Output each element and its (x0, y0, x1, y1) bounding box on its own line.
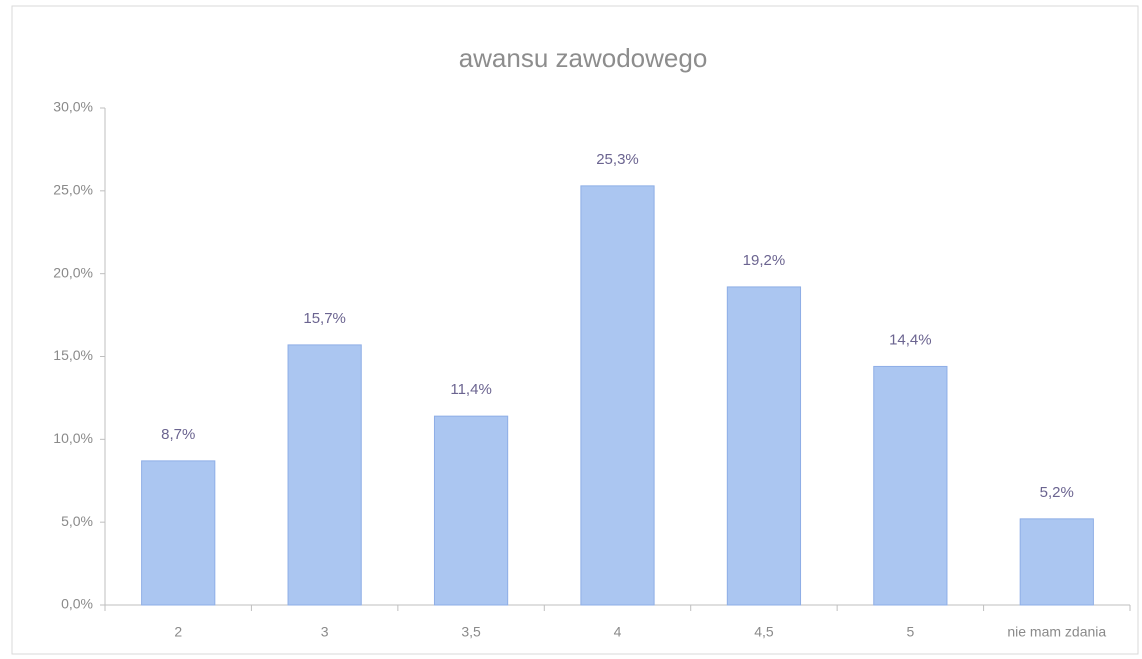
data-label: 5,2% (1040, 484, 1074, 501)
bar (433, 415, 509, 606)
y-tick-label: 5,0% (61, 513, 93, 529)
data-label: 11,4% (450, 381, 491, 398)
x-tick-label: 3 (321, 624, 329, 640)
chart-border (11, 5, 1139, 655)
bar (287, 344, 362, 606)
x-tick-label: 3,5 (461, 624, 481, 640)
data-label: 8,7% (161, 426, 195, 443)
y-tick-label: 20,0% (53, 264, 93, 280)
y-tick-label: 30,0% (53, 99, 93, 115)
x-tick-label: 2 (174, 624, 182, 640)
x-tick-label: 4,5 (754, 624, 774, 640)
bar (580, 185, 655, 606)
y-tick-label: 15,0% (53, 347, 93, 363)
x-tick-label: nie mam zdania (1007, 624, 1106, 640)
bar (726, 286, 802, 606)
bar (873, 365, 948, 606)
bar (141, 460, 216, 606)
x-tick-label: 5 (906, 624, 914, 640)
data-label: 15,7% (303, 310, 346, 327)
data-label: 19,2% (743, 252, 786, 269)
y-tick-label: 0,0% (61, 596, 93, 612)
data-label: 14,4% (889, 331, 932, 348)
x-tick-label: 4 (614, 624, 622, 640)
chart-title: awansu zawodowego (459, 43, 708, 73)
data-label: 25,3% (596, 151, 639, 168)
bar (1019, 518, 1094, 606)
y-tick-label: 25,0% (53, 182, 93, 198)
y-tick-label: 10,0% (53, 430, 93, 446)
